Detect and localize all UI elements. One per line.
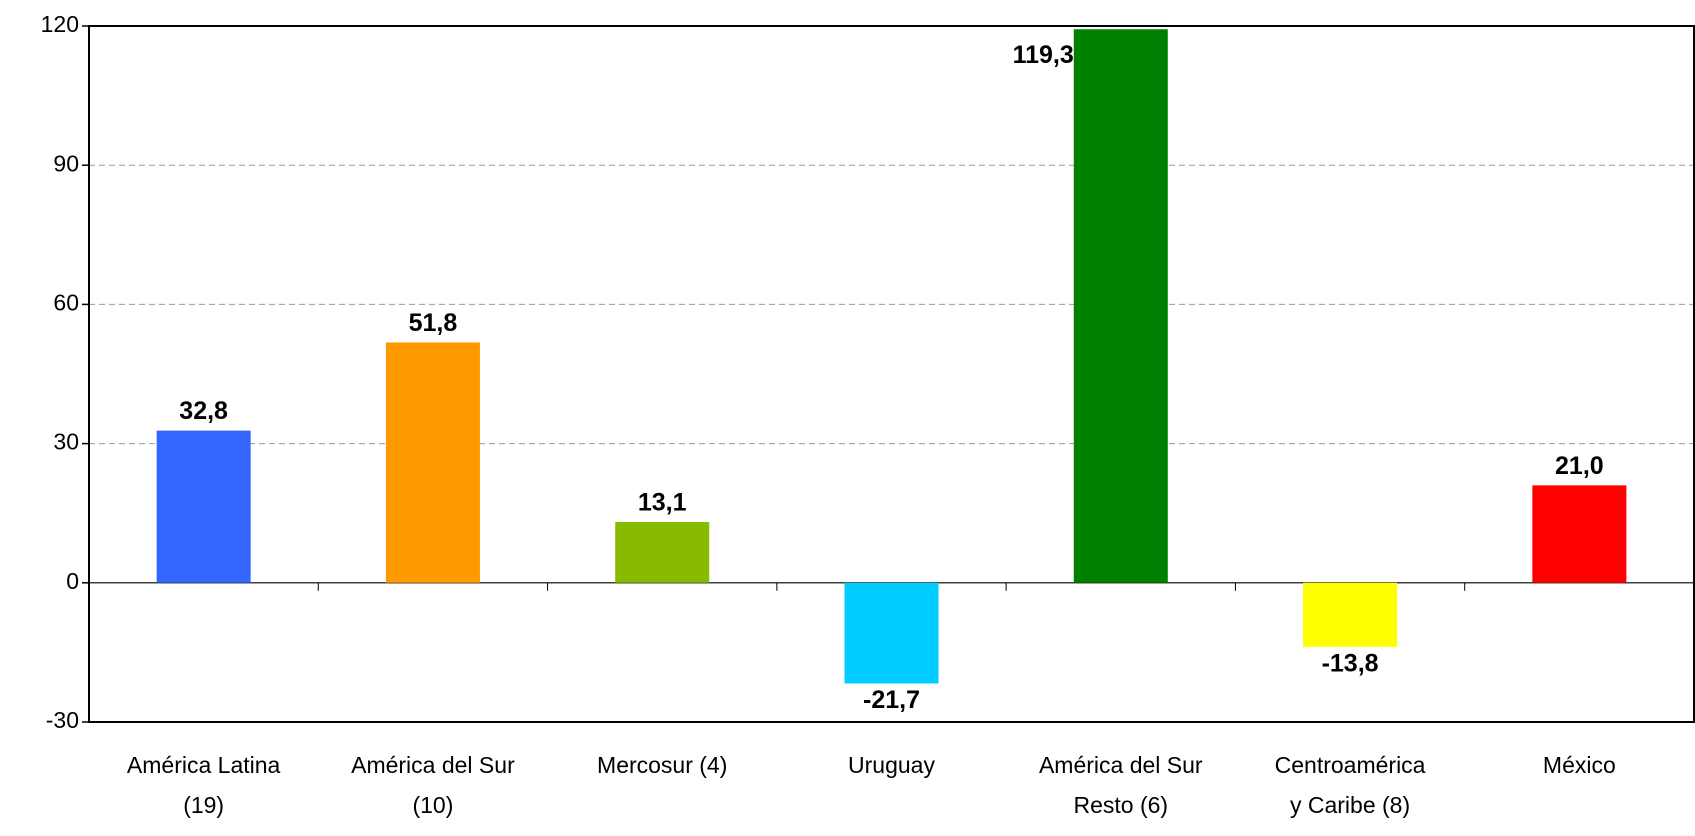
value-label: 51,8: [409, 309, 458, 337]
y-tick-label: 120: [41, 11, 79, 37]
bar: [615, 522, 710, 583]
y-tick-label: 90: [53, 150, 79, 176]
bar: [156, 430, 251, 583]
x-tick-label: Centroamérica: [1275, 752, 1426, 778]
y-tick-label: 0: [66, 568, 79, 594]
x-tick-label: Uruguay: [848, 752, 935, 778]
bar: [844, 582, 939, 684]
value-label: 21,0: [1555, 452, 1604, 480]
value-label: 119,3: [1013, 41, 1074, 69]
x-tick-label: América Latina: [127, 752, 281, 778]
bar: [385, 342, 480, 583]
bar: [1303, 582, 1398, 647]
value-label: 32,8: [179, 397, 228, 425]
x-tick-label: México: [1543, 752, 1616, 778]
value-label: -21,7: [863, 686, 920, 714]
plot-frame: [88, 25, 1695, 723]
y-tick-label: 30: [53, 429, 79, 455]
x-tick-label: y Caribe (8): [1290, 792, 1410, 818]
bar: [1532, 485, 1627, 583]
value-label: 13,1: [638, 489, 687, 517]
y-tick-label: -30: [46, 707, 79, 733]
x-tick-label: América del Sur: [1039, 752, 1203, 778]
y-tick-label: 60: [53, 289, 79, 315]
bar: [1073, 29, 1168, 583]
x-tick-label: (10): [412, 792, 453, 818]
x-tick-label: Resto (6): [1073, 792, 1168, 818]
x-tick-label: Mercosur (4): [597, 752, 727, 778]
x-tick-label: (19): [183, 792, 224, 818]
x-tick-label: América del Sur: [351, 752, 515, 778]
value-label: -13,8: [1322, 649, 1379, 677]
